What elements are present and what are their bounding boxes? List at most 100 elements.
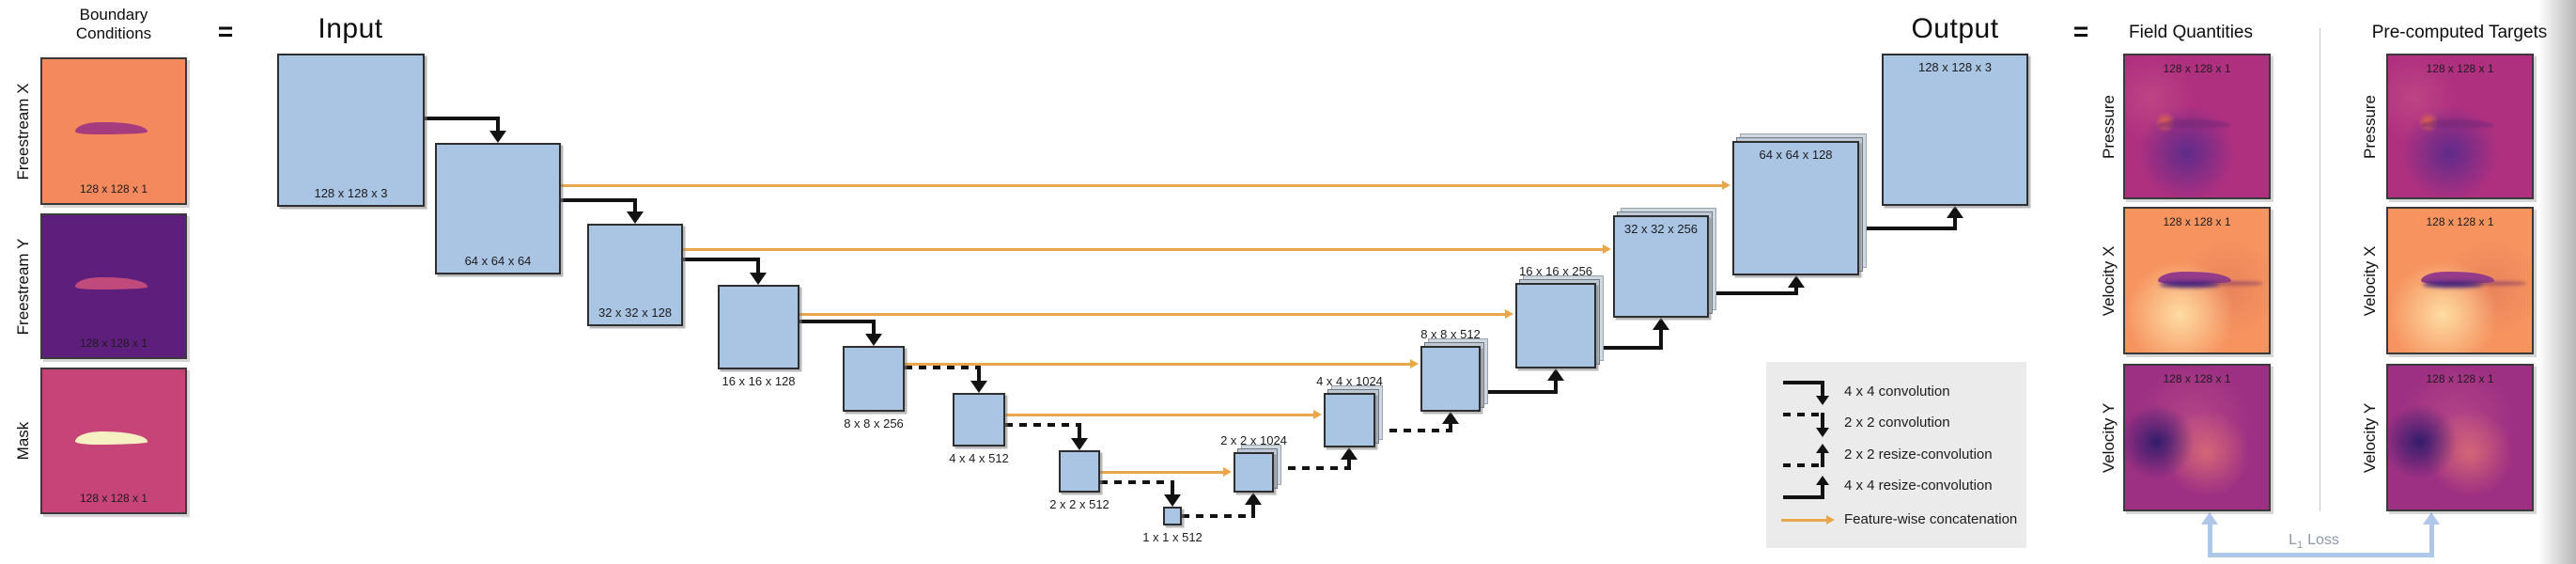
conv-arrow-solid-down-hline <box>683 258 760 261</box>
l1-loss-label-subscript: 1 <box>2296 540 2304 552</box>
conv-arrow-solid-down-vline <box>633 198 637 213</box>
conv-arrow-dashed-up-head <box>1341 447 1358 460</box>
boundary_conditions-panel-mask: 128 x 128 x 1 <box>40 368 187 514</box>
flow-wake-shading <box>2208 281 2263 286</box>
conv-arrow-solid-up-vline <box>1821 483 1824 499</box>
conv-arrow-solid-down-head <box>1816 396 1829 405</box>
field-quantities-header: Field Quantities <box>2128 23 2254 42</box>
legend-item-label-4x4-convolution: 4 x 4 convolution <box>1844 384 1950 400</box>
boundary-conditions-title-line2: Conditions <box>75 24 152 42</box>
skip-connection-arrowhead <box>1313 409 1322 419</box>
unet-box-label-dec-2: 2 x 2 x 1024 <box>1220 433 1287 447</box>
equals-sign-right: = <box>2072 17 2089 46</box>
airfoil-shape <box>74 431 148 445</box>
conv-arrow-dashed-down-vline <box>1171 480 1174 496</box>
conv-arrow-dashed-up-vline <box>1347 458 1351 470</box>
airfoil-shape <box>2421 118 2495 128</box>
conv-arrow-dashed-up-vline <box>1821 451 1824 467</box>
boundary-conditions-title: Boundary Conditions <box>76 6 151 43</box>
boundary_conditions-panel-freestream-y: 128 x 128 x 1 <box>40 213 187 359</box>
unet-box-output <box>1882 54 2028 206</box>
skip-connection-line <box>799 313 1506 316</box>
conv-arrow-solid-down-vline <box>756 258 760 274</box>
unet-box-enc-16 <box>718 285 799 369</box>
precomputed_targets-row-label-pressure: Pressure <box>2361 94 2379 159</box>
legend <box>1766 362 2026 548</box>
legend-item-label-feature-wise-concatenation: Feature-wise concatenation <box>1844 511 2018 527</box>
unet-box-enc-2 <box>1059 450 1100 493</box>
boundary_conditions-row-label-mask: Mask <box>14 421 32 461</box>
legend-item-label-2x2-convolution: 2 x 2 convolution <box>1844 415 1950 431</box>
conv-arrow-dashed-up-head <box>1442 412 1459 424</box>
conv-arrow-dashed-up-hline <box>1274 466 1351 470</box>
flow-wake-shading <box>2471 281 2526 286</box>
conv-arrow-dashed-up-vline <box>1449 422 1452 432</box>
boundary-conditions-title-line1: Boundary <box>79 6 148 24</box>
field_quantities-panel-velocity-y: 128 x 128 x 1 <box>2123 364 2271 511</box>
conv-arrow-dashed-down-head <box>1164 494 1181 507</box>
conv-arrow-solid-down-hline <box>799 320 876 323</box>
conv-arrow-solid-down-vline <box>496 117 500 133</box>
panel-dims-label: 128 x 128 x 1 <box>2426 62 2494 75</box>
l1-loss-arrowhead-left <box>2201 512 2218 525</box>
panel-dims-label: 128 x 128 x 1 <box>79 182 148 196</box>
conv-arrow-dashed-up-hline <box>1375 429 1452 432</box>
flow-underside-shading <box>2422 280 2483 289</box>
airfoil-shape <box>74 121 148 135</box>
unet-box-label-dec-32: 32 x 32 x 256 <box>1623 222 1699 236</box>
skip-connection-line <box>683 248 1604 251</box>
l1-loss-arrowhead-right <box>2423 512 2440 525</box>
panel-dims-label: 128 x 128 x 1 <box>2163 215 2231 228</box>
conv-arrow-solid-up-vline <box>1659 328 1663 350</box>
skip-connection-arrowhead <box>1826 514 1835 525</box>
conv-arrow-solid-up-vline <box>1794 286 1798 295</box>
conv-arrow-dashed-down-vline <box>977 366 981 383</box>
skip-connection-arrowhead <box>1223 466 1232 477</box>
conv-arrow-solid-up-head <box>1947 206 1963 218</box>
conv-arrow-solid-down-head <box>627 212 644 224</box>
page-edge-shade <box>2538 0 2576 564</box>
unet-box-enc-4 <box>953 393 1005 446</box>
conv-arrow-dashed-down-head <box>1816 428 1829 437</box>
l1-loss-bracket-left-arm <box>2208 524 2212 557</box>
unet-box-label-enc-4: 4 x 4 x 512 <box>949 451 1009 465</box>
unet-box-enc-32 <box>587 224 683 326</box>
conv-arrow-solid-up-hline <box>1709 291 1798 295</box>
conv-arrow-dashed-up-hline <box>1182 514 1255 518</box>
unet-box-label-input: 128 x 128 x 3 <box>314 186 388 200</box>
precomputed_targets-row-label-velocity-x: Velocity X <box>2361 245 2379 316</box>
equals-sign-left: = <box>217 17 234 46</box>
unet-box-dec-4 <box>1324 393 1375 447</box>
l1-loss-bracket-bottom <box>2208 553 2434 557</box>
conv-arrow-solid-down-vline <box>1821 381 1824 398</box>
unet-box-label-output: 128 x 128 x 3 <box>1917 60 1993 74</box>
airfoil-shape <box>74 276 148 290</box>
conv-arrow-dashed-up-head <box>1245 493 1262 505</box>
unet-box-enc-1 <box>1163 507 1182 525</box>
skip-connection-line <box>561 184 1723 187</box>
conv-arrow-dashed-up-vline <box>1251 503 1255 518</box>
unet-box-label-dec-16: 16 x 16 x 256 <box>1518 264 1593 278</box>
unet-box-label-enc-2: 2 x 2 x 512 <box>1049 497 1110 511</box>
conv-arrow-dashed-down-vline <box>1078 423 1081 440</box>
legend-item-label-4x4-resize-convolution: 4 x 4 resize-convolution <box>1844 478 1993 494</box>
precomputed_targets-panel-pressure: 128 x 128 x 1 <box>2386 54 2534 199</box>
unet-box-dec-32 <box>1613 215 1709 318</box>
conv-arrow-solid-up-head <box>1653 318 1669 330</box>
field_quantities-row-label-velocity-y: Velocity Y <box>2100 402 2118 473</box>
boundary_conditions-row-label-freestream-x: Freestream X <box>14 83 32 180</box>
l1-loss-label: L1 Loss <box>2289 532 2339 551</box>
conv-arrow-dashed-up-head <box>1816 444 1829 453</box>
conv-arrow-dashed-down-hline <box>1100 480 1174 484</box>
panel-dims-label: 128 x 128 x 1 <box>79 492 148 505</box>
field_quantities-row-label-velocity-x: Velocity X <box>2100 245 2118 316</box>
skip-connection-line <box>905 363 1411 366</box>
skip-connection-line <box>1100 471 1224 474</box>
field_quantities-panel-velocity-x: 128 x 128 x 1 <box>2123 207 2271 354</box>
skip-connection-arrowhead <box>1505 308 1513 319</box>
skip-connection-arrowhead <box>1603 243 1611 254</box>
output-title: Output <box>1911 13 1999 44</box>
l1-loss-bracket-right-arm <box>2429 524 2434 557</box>
conv-arrow-solid-down-hline <box>425 117 500 120</box>
